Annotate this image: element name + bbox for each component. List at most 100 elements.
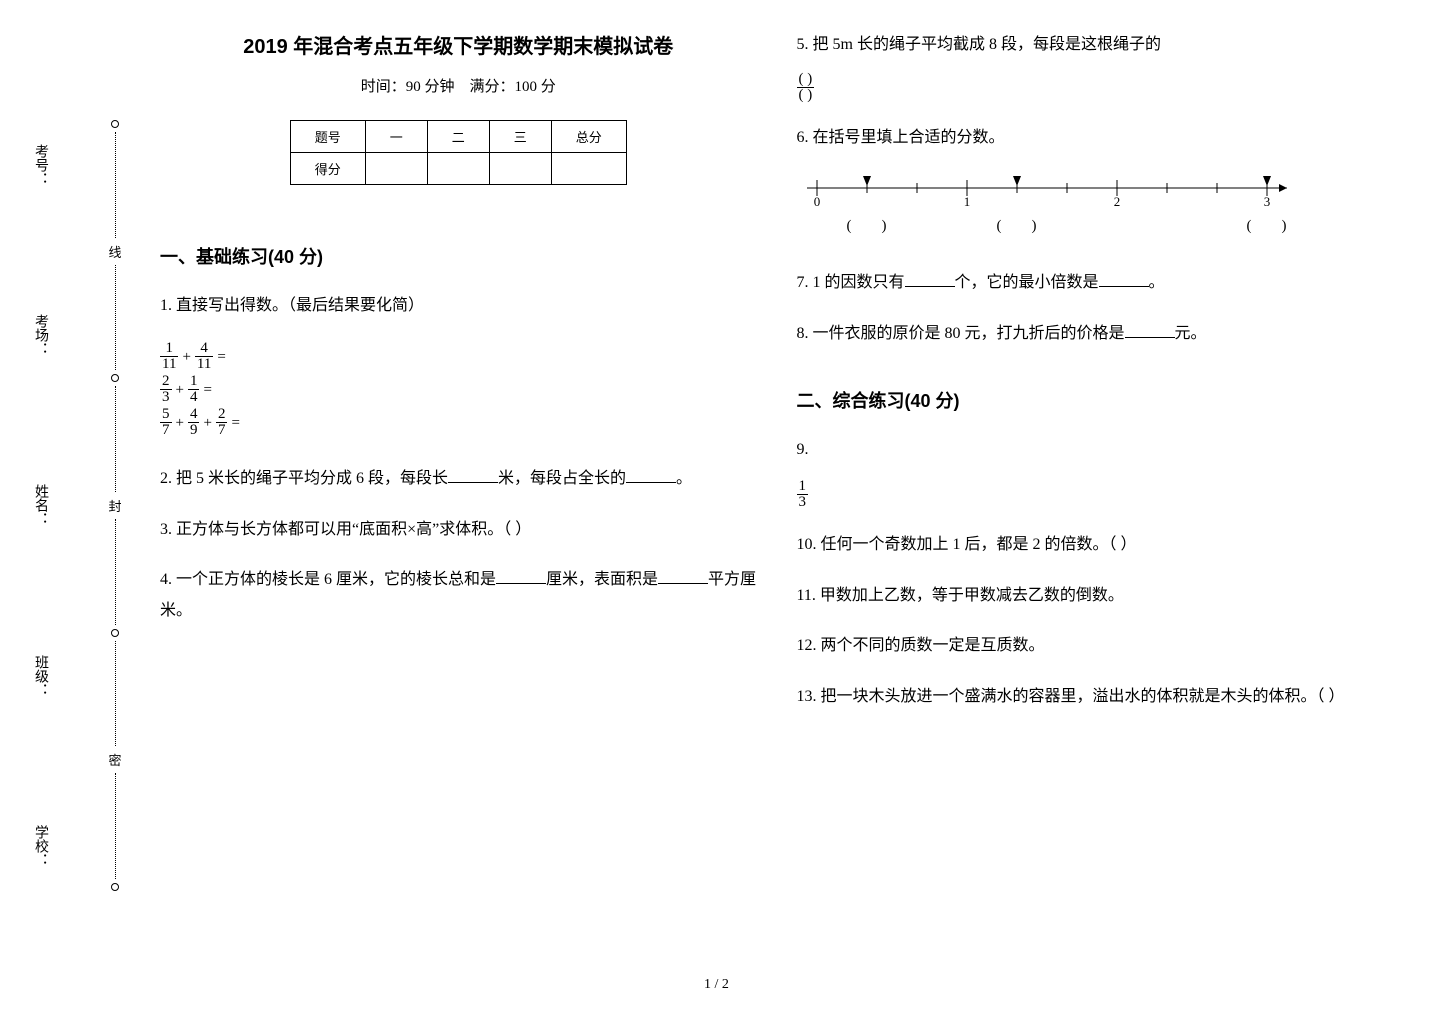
binding-dotted-line bbox=[115, 773, 116, 879]
left-column: 2019 年混合考点五年级下学期数学期末模拟试卷 时间：90 分钟 满分：100… bbox=[160, 30, 757, 961]
binding-label: 姓名： bbox=[20, 484, 50, 526]
fraction-num: 4 bbox=[195, 341, 213, 357]
binding-seal-line: 线 封 密 bbox=[100, 0, 130, 1011]
q5-text: 5. 把 5m 长的绳子平均截成 8 段，每段是这根绳子的 bbox=[797, 36, 1161, 53]
section-title: 一、基础练习(40 分) bbox=[160, 243, 757, 269]
binding-circle-icon bbox=[111, 120, 119, 128]
question-12: 12. 两个不同的质数一定是互质数。 bbox=[797, 631, 1394, 661]
fraction-num: 1 bbox=[160, 341, 178, 357]
question-5: 5. 把 5m 长的绳子平均截成 8 段，每段是这根绳子的 ( ) ( ) bbox=[797, 30, 1394, 103]
blank-field bbox=[905, 271, 955, 287]
number-line-parens: ( )( )( ) bbox=[797, 212, 1394, 241]
binding-dotted-line bbox=[115, 265, 116, 371]
q7-pre: 7. 1 的因数只有 bbox=[797, 274, 905, 291]
fraction-den: 3 bbox=[160, 390, 172, 405]
fraction-den: 4 bbox=[188, 390, 200, 405]
fraction: 411 bbox=[195, 341, 213, 372]
question-4: 4. 一个正方体的棱长是 6 厘米，它的棱长总和是厘米，表面积是平方厘米。 bbox=[160, 565, 757, 626]
q6-text: 6. 在括号里填上合适的分数。 bbox=[797, 129, 1005, 146]
score-table: 题号 一 二 三 总分 得分 bbox=[290, 120, 627, 185]
question-1: 1. 直接写出得数。（最后结果要化简） bbox=[160, 291, 757, 321]
q2-post: 。 bbox=[676, 470, 692, 487]
score-row-label: 得分 bbox=[290, 153, 365, 185]
fraction-den: 3 bbox=[797, 495, 809, 510]
fraction-num: 1 bbox=[797, 479, 809, 495]
fraction: 23 bbox=[160, 374, 172, 405]
q4-mid: 厘米，表面积是 bbox=[546, 571, 658, 588]
binding-dotted-line bbox=[115, 641, 116, 747]
svg-text:2: 2 bbox=[1113, 194, 1120, 208]
binding-dotted-line bbox=[115, 386, 116, 492]
q2-pre: 2. 把 5 米长的绳子平均分成 6 段，每段长 bbox=[160, 470, 448, 487]
q7-mid: 个，它的最小倍数是 bbox=[955, 274, 1099, 291]
question-11: 11. 甲数加上乙数，等于甲数减去乙数的倒数。 bbox=[797, 581, 1394, 611]
binding-label: 考场： bbox=[20, 314, 50, 356]
math-op: + bbox=[182, 348, 190, 366]
math-op: + bbox=[203, 414, 211, 432]
math-op: + bbox=[176, 381, 184, 399]
score-cell bbox=[489, 153, 551, 185]
question-6: 6. 在括号里填上合适的分数。 0123 ( )( )( ) bbox=[797, 123, 1394, 248]
score-header: 总分 bbox=[551, 121, 626, 153]
q2-mid: 米，每段占全长的 bbox=[498, 470, 626, 487]
score-header: 题号 bbox=[290, 121, 365, 153]
question-9: 9. 1 3 bbox=[797, 435, 1394, 510]
fraction-num: 5 bbox=[160, 407, 172, 423]
binding-dotted-line bbox=[115, 132, 116, 238]
math-tail: = bbox=[203, 381, 211, 399]
fraction: 27 bbox=[216, 407, 228, 438]
fraction-den: ( ) bbox=[797, 88, 815, 103]
fraction-num: 4 bbox=[188, 407, 200, 423]
fraction-num: 2 bbox=[160, 374, 172, 390]
fraction: 1 3 bbox=[797, 479, 809, 510]
binding-dotted-line bbox=[115, 519, 116, 625]
fraction-den: 9 bbox=[188, 423, 200, 438]
math-op: + bbox=[176, 414, 184, 432]
svg-text:0: 0 bbox=[813, 194, 820, 208]
question-13: 13. 把一块木头放进一个盛满水的容器里，溢出水的体积就是木头的体积。（ ） bbox=[797, 682, 1394, 712]
binding-marker: 密 bbox=[100, 750, 130, 769]
fraction-den: 7 bbox=[160, 423, 172, 438]
blank-field bbox=[448, 467, 498, 483]
q8-pre: 8. 一件衣服的原价是 80 元，打九折后的价格是 bbox=[797, 325, 1125, 342]
number-line-blank: ( ) bbox=[987, 212, 1047, 241]
q9-label: 9. bbox=[797, 441, 809, 458]
math-row: 111 + 411 = bbox=[160, 341, 757, 372]
page-content: 2019 年混合考点五年级下学期数学期末模拟试卷 时间：90 分钟 满分：100… bbox=[160, 30, 1393, 961]
question-2: 2. 把 5 米长的绳子平均分成 6 段，每段长 米，每段占全长的 。 bbox=[160, 464, 757, 494]
section-title: 二、综合练习(40 分) bbox=[797, 387, 1394, 413]
q4-pre: 4. 一个正方体的棱长是 6 厘米，它的棱长总和是 bbox=[160, 571, 496, 588]
table-row: 题号 一 二 三 总分 bbox=[290, 121, 626, 153]
fraction: 111 bbox=[160, 341, 178, 372]
right-column: 5. 把 5m 长的绳子平均截成 8 段，每段是这根绳子的 ( ) ( ) 6.… bbox=[797, 30, 1394, 961]
math-tail: = bbox=[217, 348, 225, 366]
score-header: 一 bbox=[365, 121, 427, 153]
binding-circle-icon bbox=[111, 883, 119, 891]
number-line-blank: ( ) bbox=[1237, 212, 1297, 241]
fraction-blank: ( ) ( ) bbox=[797, 72, 815, 103]
binding-marker: 封 bbox=[100, 496, 130, 515]
binding-circle-icon bbox=[111, 629, 119, 637]
score-header: 二 bbox=[427, 121, 489, 153]
exam-time: 时间：90 分钟 bbox=[361, 79, 455, 95]
q7-post: 。 bbox=[1149, 274, 1165, 291]
math-tail: = bbox=[231, 414, 239, 432]
blank-field bbox=[496, 568, 546, 584]
fraction-den: 11 bbox=[160, 357, 178, 372]
binding-circle-icon bbox=[111, 374, 119, 382]
score-cell bbox=[365, 153, 427, 185]
binding-label: 班级： bbox=[20, 655, 50, 697]
binding-labels: 考号： 考场： 姓名： 班级： 学校： bbox=[20, 0, 50, 1011]
fraction: 14 bbox=[188, 374, 200, 405]
fraction-num: 2 bbox=[216, 407, 228, 423]
blank-field bbox=[1125, 322, 1175, 338]
math-expression-block: 111 + 411 = 23 + 14 = 57 + 49 + 27 = bbox=[160, 341, 757, 440]
number-line: 0123 ( )( )( ) bbox=[797, 168, 1394, 241]
math-row: 23 + 14 = bbox=[160, 374, 757, 405]
page-number: 1 / 2 bbox=[0, 977, 1433, 993]
score-cell bbox=[551, 153, 626, 185]
binding-marker: 线 bbox=[100, 242, 130, 261]
question-7: 7. 1 的因数只有 个，它的最小倍数是 。 bbox=[797, 268, 1394, 298]
math-row: 57 + 49 + 27 = bbox=[160, 407, 757, 438]
blank-field bbox=[626, 467, 676, 483]
